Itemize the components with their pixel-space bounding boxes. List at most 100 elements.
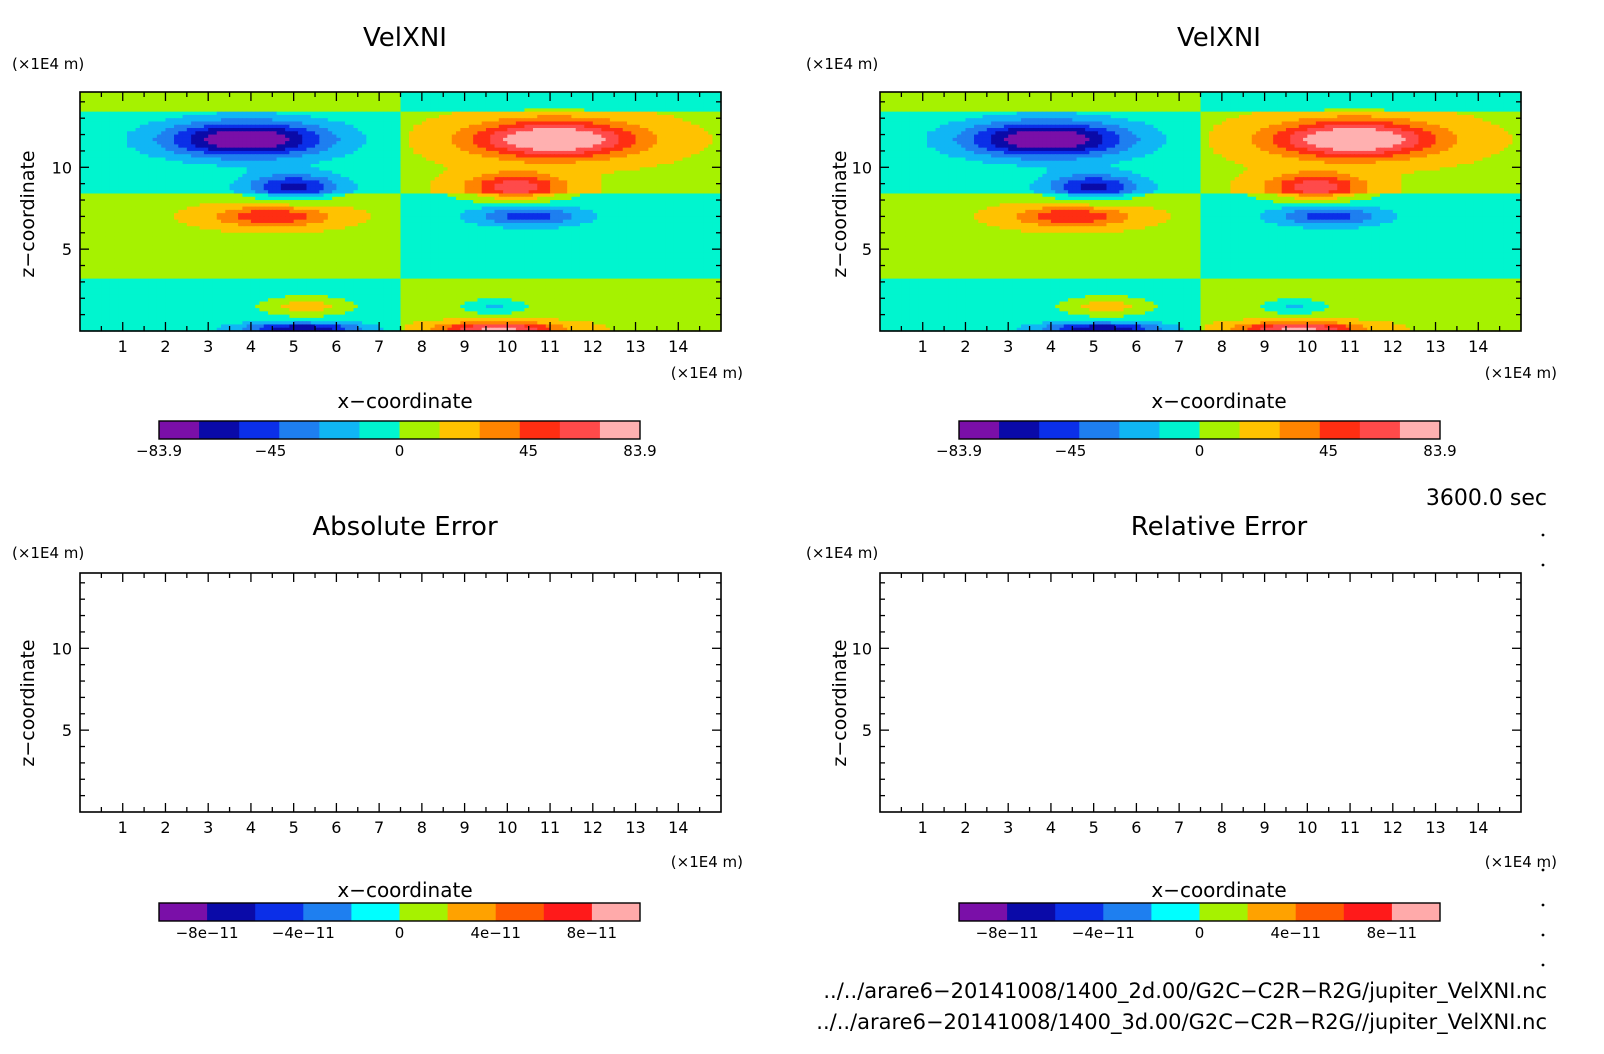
field-cell <box>417 95 423 100</box>
field-cell <box>344 131 350 136</box>
field-cell <box>242 157 248 162</box>
field-cell <box>379 160 384 165</box>
field-cell <box>319 144 325 149</box>
field-cell <box>562 121 568 126</box>
field-cell <box>503 160 508 165</box>
field-cell <box>229 121 235 126</box>
field-cell <box>605 141 611 145</box>
field-cell <box>648 157 654 162</box>
field-cell <box>97 108 102 113</box>
field-cell <box>127 157 132 162</box>
field-cell <box>494 154 500 159</box>
field-cell <box>242 154 248 159</box>
field-cell <box>212 118 218 123</box>
field-cell <box>127 141 132 145</box>
field-cell <box>635 137 641 142</box>
field-cell <box>605 164 611 168</box>
field-cell <box>708 164 714 168</box>
field-cell <box>84 167 90 172</box>
field-cell <box>571 141 577 145</box>
field-cell <box>716 141 722 145</box>
field-cell <box>293 105 299 109</box>
field-cell <box>259 121 265 126</box>
field-cell <box>656 164 662 168</box>
field-cell <box>366 134 372 139</box>
field-cell <box>186 121 192 126</box>
field-cell <box>379 128 384 132</box>
field-cell <box>233 150 239 155</box>
field-cell <box>383 157 389 162</box>
field-cell <box>221 95 226 100</box>
field-cell <box>306 118 312 123</box>
field-cell <box>648 98 654 103</box>
field-cell <box>421 144 427 149</box>
field-cell <box>409 137 414 142</box>
field-cell <box>562 101 568 106</box>
field-cell <box>387 111 393 116</box>
field-cell <box>515 121 521 126</box>
field-cell <box>567 160 573 165</box>
field-cell <box>575 137 581 142</box>
field-cell <box>490 150 496 155</box>
field-cell <box>118 118 124 123</box>
field-cell <box>357 164 363 168</box>
field-cell <box>161 167 167 172</box>
field-cell <box>280 134 286 139</box>
field-cell <box>238 124 243 129</box>
field-cell <box>127 95 132 100</box>
field-cell <box>438 105 444 109</box>
field-cell <box>592 101 598 106</box>
field-cell <box>699 108 705 113</box>
field-cell <box>80 114 85 119</box>
field-cell <box>438 164 444 168</box>
field-cell <box>195 154 201 159</box>
field-cell <box>327 121 333 126</box>
field-cell <box>511 98 517 103</box>
field-cell <box>447 118 453 123</box>
field-cell <box>434 141 440 145</box>
field-cell <box>310 144 316 149</box>
field-cell <box>695 134 701 139</box>
field-cell <box>575 147 581 152</box>
field-cell <box>203 121 209 126</box>
field-cell <box>485 95 491 100</box>
field-cell <box>370 164 376 168</box>
field-cell <box>579 157 585 162</box>
field-cell <box>644 92 649 96</box>
field-cell <box>186 137 192 142</box>
field-cell <box>139 121 145 126</box>
field-cell <box>233 111 239 116</box>
field-cell <box>691 111 696 116</box>
field-cell <box>391 121 397 126</box>
field-cell <box>285 111 290 116</box>
field-cell <box>575 128 581 132</box>
field-cell <box>216 121 222 126</box>
field-cell <box>336 108 342 113</box>
field-cell <box>135 147 141 152</box>
field-cell <box>584 111 590 116</box>
field-cell <box>652 111 658 116</box>
field-cell <box>605 144 611 149</box>
field-cell <box>370 124 376 129</box>
field-cell <box>426 98 432 103</box>
field-cell <box>712 160 718 165</box>
field-cell <box>374 134 380 139</box>
field-cell <box>344 134 350 139</box>
field-cell <box>131 95 137 100</box>
field-cell <box>152 118 158 123</box>
field-cell <box>498 150 504 155</box>
field-cell <box>105 105 111 109</box>
field-cell <box>268 98 273 103</box>
field-cell <box>250 160 256 165</box>
field-cell <box>644 137 649 142</box>
field-cell <box>648 105 654 109</box>
field-cell <box>579 111 585 116</box>
field-cell <box>443 154 449 159</box>
field-cell <box>477 154 483 159</box>
field-cell <box>285 160 290 165</box>
field-cell <box>139 101 145 106</box>
field-cell <box>353 98 359 103</box>
field-cell <box>383 118 389 123</box>
field-cell <box>618 131 624 136</box>
field-cell <box>383 154 389 159</box>
